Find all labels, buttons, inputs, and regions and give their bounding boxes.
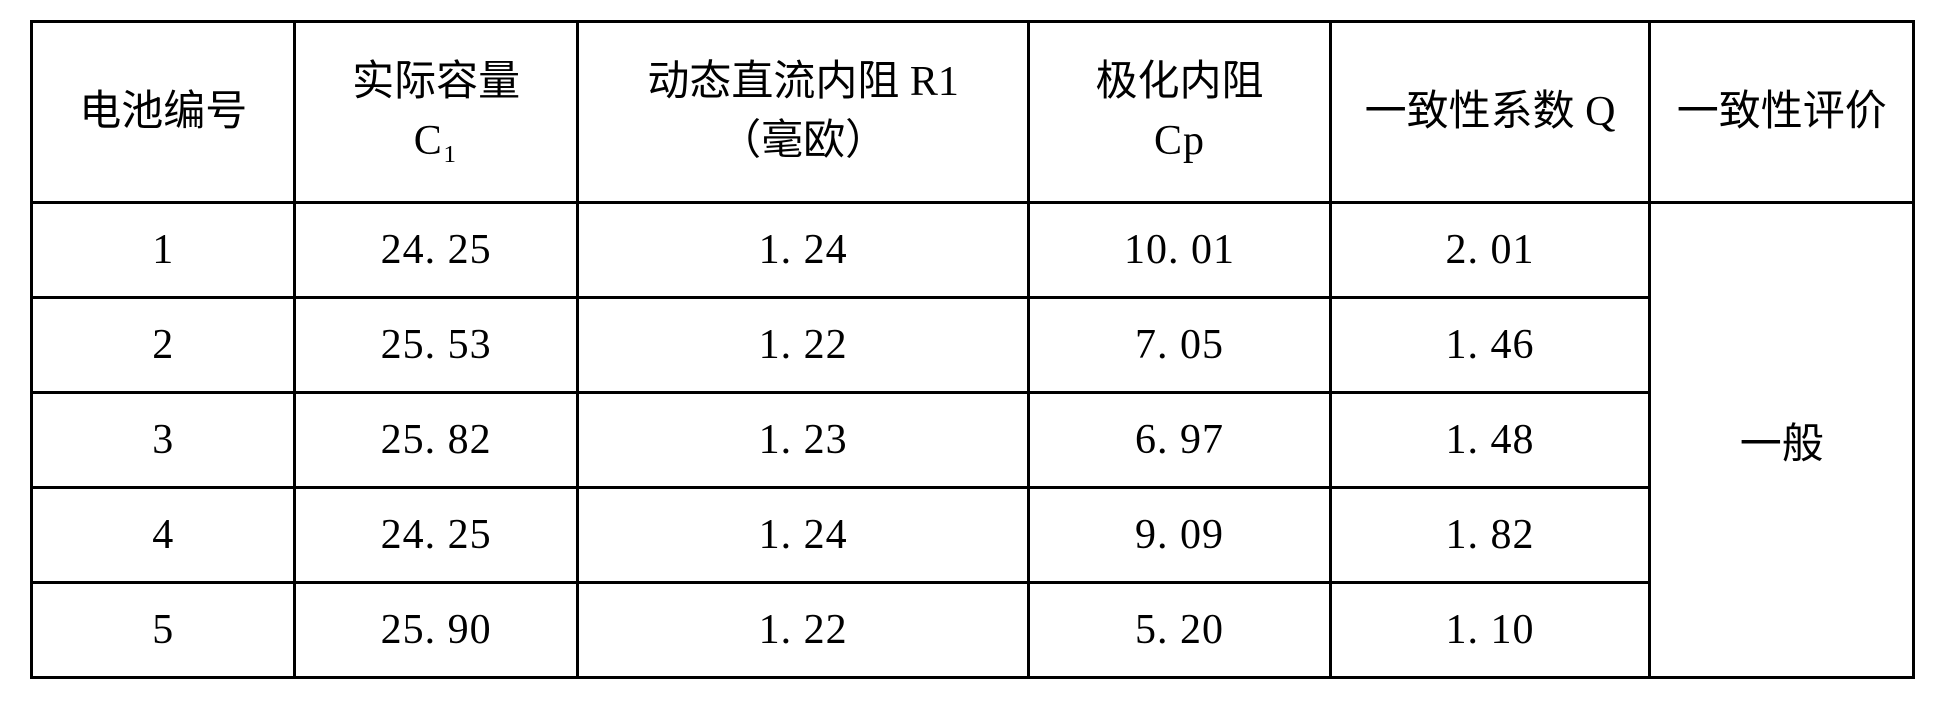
cell-r1: 1. 24 — [577, 488, 1029, 583]
cell-id: 4 — [32, 488, 295, 583]
cell-q: 1. 48 — [1330, 393, 1650, 488]
col-header-label: 一致性评价 — [1677, 83, 1887, 142]
col-header-sub: C₁ — [414, 112, 459, 171]
cell-cp: 10. 01 — [1029, 203, 1330, 298]
cell-r1: 1. 24 — [577, 203, 1029, 298]
cell-r1: 1. 22 — [577, 298, 1029, 393]
col-header-label: 极化内阻 — [1095, 53, 1263, 112]
table-row: 1 24. 25 1. 24 10. 01 2. 01 一般 — [32, 203, 1914, 298]
col-header-polarization: 极化内阻 Cp — [1029, 22, 1330, 203]
cell-cp: 7. 05 — [1029, 298, 1330, 393]
cell-cp: 9. 09 — [1029, 488, 1330, 583]
table-row: 2 25. 53 1. 22 7. 05 1. 46 — [32, 298, 1914, 393]
cell-id: 3 — [32, 393, 295, 488]
col-header-label: 实际容量 — [352, 53, 520, 112]
cell-c1: 25. 53 — [295, 298, 577, 393]
page-container: 电池编号 实际容量 C₁ 动态直流内阻 R1 （毫欧） — [0, 0, 1945, 704]
cell-c1: 25. 82 — [295, 393, 577, 488]
cell-id: 5 — [32, 583, 295, 678]
cell-c1: 24. 25 — [295, 203, 577, 298]
cell-cp: 6. 97 — [1029, 393, 1330, 488]
col-header-consistency-q: 一致性系数 Q — [1330, 22, 1650, 203]
cell-r1: 1. 22 — [577, 583, 1029, 678]
col-header-sub: Cp — [1154, 112, 1205, 171]
cell-evaluation: 一般 — [1650, 203, 1914, 678]
cell-q: 1. 82 — [1330, 488, 1650, 583]
table-row: 5 25. 90 1. 22 5. 20 1. 10 — [32, 583, 1914, 678]
table-row: 3 25. 82 1. 23 6. 97 1. 48 — [32, 393, 1914, 488]
battery-data-table: 电池编号 实际容量 C₁ 动态直流内阻 R1 （毫欧） — [30, 20, 1915, 679]
cell-c1: 24. 25 — [295, 488, 577, 583]
cell-cp: 5. 20 — [1029, 583, 1330, 678]
col-header-capacity: 实际容量 C₁ — [295, 22, 577, 203]
col-header-sub: （毫欧） — [719, 112, 887, 171]
col-header-battery-id: 电池编号 — [32, 22, 295, 203]
cell-c1: 25. 90 — [295, 583, 577, 678]
table-header-row: 电池编号 实际容量 C₁ 动态直流内阻 R1 （毫欧） — [32, 22, 1914, 203]
col-header-label: 电池编号 — [79, 83, 247, 142]
cell-r1: 1. 23 — [577, 393, 1029, 488]
col-header-label: 动态直流内阻 R1 — [647, 53, 959, 112]
cell-q: 2. 01 — [1330, 203, 1650, 298]
col-header-label: 一致性系数 Q — [1365, 83, 1616, 142]
cell-id: 2 — [32, 298, 295, 393]
cell-q: 1. 10 — [1330, 583, 1650, 678]
col-header-dc-resistance: 动态直流内阻 R1 （毫欧） — [577, 22, 1029, 203]
col-header-evaluation: 一致性评价 — [1650, 22, 1914, 203]
cell-q: 1. 46 — [1330, 298, 1650, 393]
table-row: 4 24. 25 1. 24 9. 09 1. 82 — [32, 488, 1914, 583]
cell-id: 1 — [32, 203, 295, 298]
